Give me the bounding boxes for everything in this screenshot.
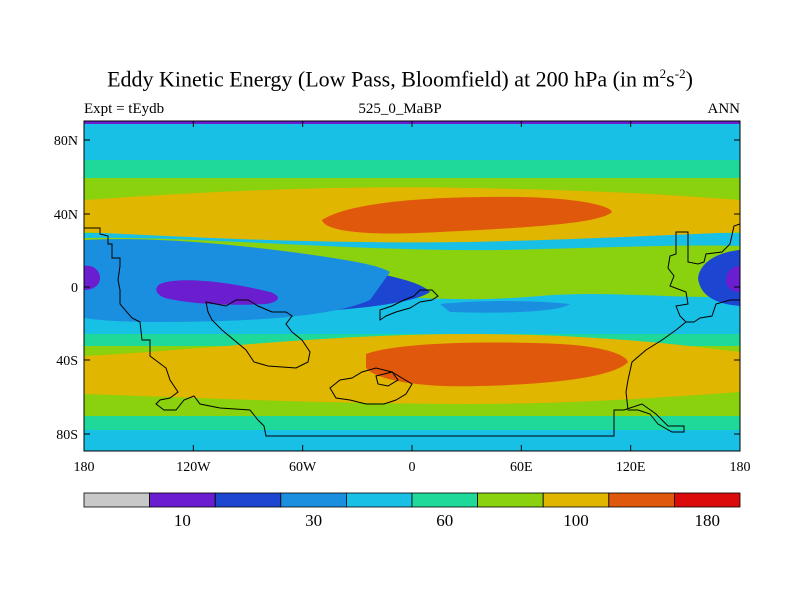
lat-tick-label: 80N bbox=[54, 134, 78, 149]
field-west-purple bbox=[84, 265, 100, 290]
lon-tick-label: 60W bbox=[289, 460, 317, 475]
colorbar-labels: 10 30 60 100 180 bbox=[174, 511, 720, 530]
coast-west-continent bbox=[84, 227, 740, 437]
colorbar-swatch bbox=[542, 492, 610, 508]
field-tropical-midblue bbox=[84, 239, 390, 322]
colorbar-label: 180 bbox=[694, 511, 720, 530]
colorbar-swatch bbox=[149, 492, 216, 508]
colorbar-swatch bbox=[674, 492, 741, 508]
field-central-midblue bbox=[440, 301, 570, 313]
colorbar-swatch bbox=[608, 492, 675, 508]
colorbar-swatch bbox=[214, 492, 282, 508]
coast-central-continent bbox=[205, 299, 311, 369]
season-label: ANN bbox=[707, 101, 741, 117]
field-south-orange-core bbox=[366, 342, 628, 387]
coast-east-continent bbox=[667, 223, 740, 323]
lon-tick-label: 120E bbox=[616, 460, 646, 475]
lat-tick-label: 40S bbox=[56, 354, 78, 369]
lat-tick-label: 40N bbox=[54, 208, 78, 223]
lat-tick-label: 80S bbox=[56, 428, 78, 443]
field-tropical-purple bbox=[156, 280, 278, 305]
colorbar-label: 100 bbox=[563, 511, 589, 530]
lon-tick-label: 180 bbox=[74, 460, 95, 475]
field-east-purple bbox=[726, 266, 740, 292]
plot-title: Eddy Kinetic Energy (Low Pass, Bloomfiel… bbox=[107, 66, 693, 92]
field-north-orange-core bbox=[322, 196, 612, 234]
lat-tick-label: 0 bbox=[71, 281, 78, 296]
period-label: 525_0_MaBP bbox=[358, 101, 442, 117]
lon-tick-label: 0 bbox=[409, 460, 416, 475]
colorbar-label: 60 bbox=[436, 511, 453, 530]
colorbar-swatch bbox=[280, 492, 347, 508]
colorbar-swatch bbox=[83, 492, 150, 508]
coastlines bbox=[84, 223, 740, 437]
coast-island-inner bbox=[375, 371, 399, 387]
colorbar bbox=[83, 492, 741, 508]
axis-tick-labels: 80N 40N 0 40S 80S 180 120W 60W 0 60E 120E 180 bbox=[54, 134, 751, 475]
axis-ticks bbox=[83, 121, 741, 451]
lon-tick-label: 180 bbox=[730, 460, 751, 475]
field-south-cyan-band bbox=[84, 430, 740, 451]
coast-central-north bbox=[379, 289, 439, 321]
colorbar-label: 30 bbox=[305, 511, 322, 530]
coast-island bbox=[329, 367, 413, 405]
field-east-blue bbox=[698, 250, 740, 306]
lon-tick-label: 60E bbox=[510, 460, 533, 475]
lon-tick-label: 120W bbox=[176, 460, 211, 475]
colorbar-label: 10 bbox=[174, 511, 191, 530]
colorbar-swatch bbox=[477, 492, 544, 508]
experiment-label: Expt = tEydb bbox=[84, 101, 165, 117]
colorbar-swatch bbox=[345, 492, 413, 508]
colorbar-swatch bbox=[411, 492, 478, 508]
